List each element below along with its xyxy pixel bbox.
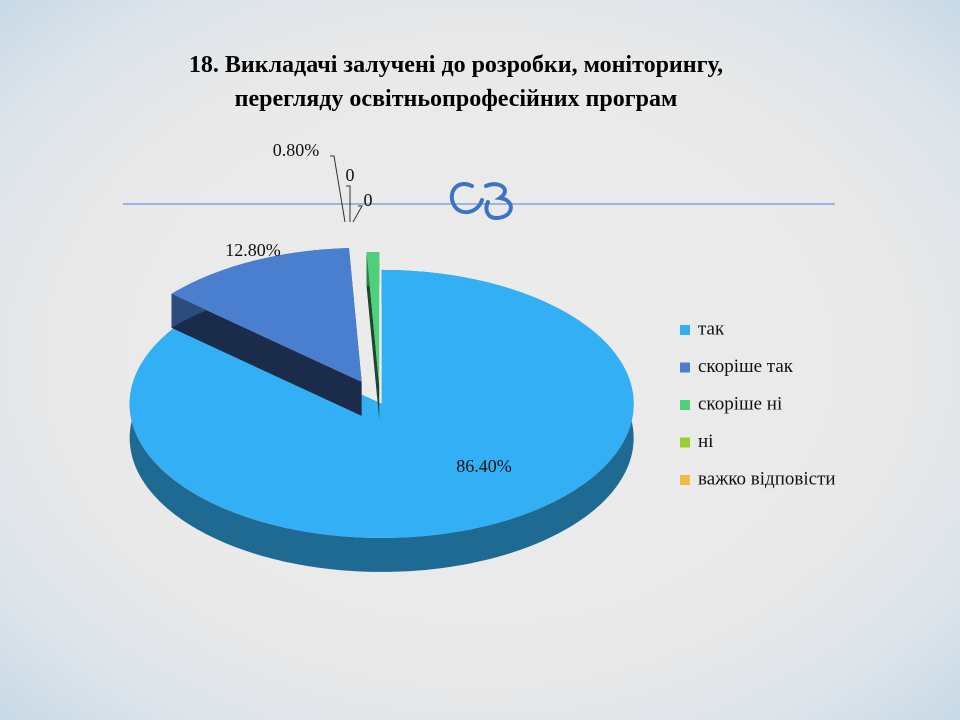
data-label: 0 — [364, 190, 373, 210]
slice-top — [129, 269, 634, 538]
legend-swatch — [680, 437, 690, 448]
data-label: 12.80% — [225, 240, 281, 260]
slice-wall — [366, 252, 380, 421]
leader-line — [352, 205, 363, 223]
ornament-curve — [484, 182, 513, 221]
slice — [366, 252, 380, 421]
slice-top — [366, 252, 380, 387]
legend-label: скоріше ні — [698, 393, 782, 414]
ornament-curve — [449, 182, 484, 215]
legend-swatch — [680, 362, 690, 373]
leader-line — [346, 185, 351, 222]
leader-line — [330, 155, 346, 223]
slice-wall — [171, 248, 362, 416]
legend-label: важко відповісти — [698, 468, 836, 489]
pie — [129, 248, 634, 572]
ornament — [449, 182, 513, 221]
slice-top — [171, 248, 362, 382]
legend-swatch — [680, 400, 690, 410]
legend-swatch — [680, 325, 690, 335]
chart-subtitle: перегляду освітньопрофесійних програм — [235, 86, 678, 112]
legend: так скоріше так скоріше ні ні важко відповіс… — [680, 318, 836, 489]
legend-swatch — [680, 475, 690, 485]
legend-label: ні — [698, 431, 713, 452]
chart-title: 18. Викладачі залучені до розробки, моні… — [189, 52, 723, 78]
legend-label: скоріше так — [698, 356, 794, 377]
data-labels: 86.40% 12.80% 0.80% 00 — [225, 140, 512, 476]
data-label: 0 — [346, 165, 355, 185]
data-label: 86.40% — [456, 456, 512, 476]
slice — [171, 248, 362, 416]
legend-label: так — [698, 318, 725, 339]
data-label: 0.80% — [273, 140, 320, 160]
